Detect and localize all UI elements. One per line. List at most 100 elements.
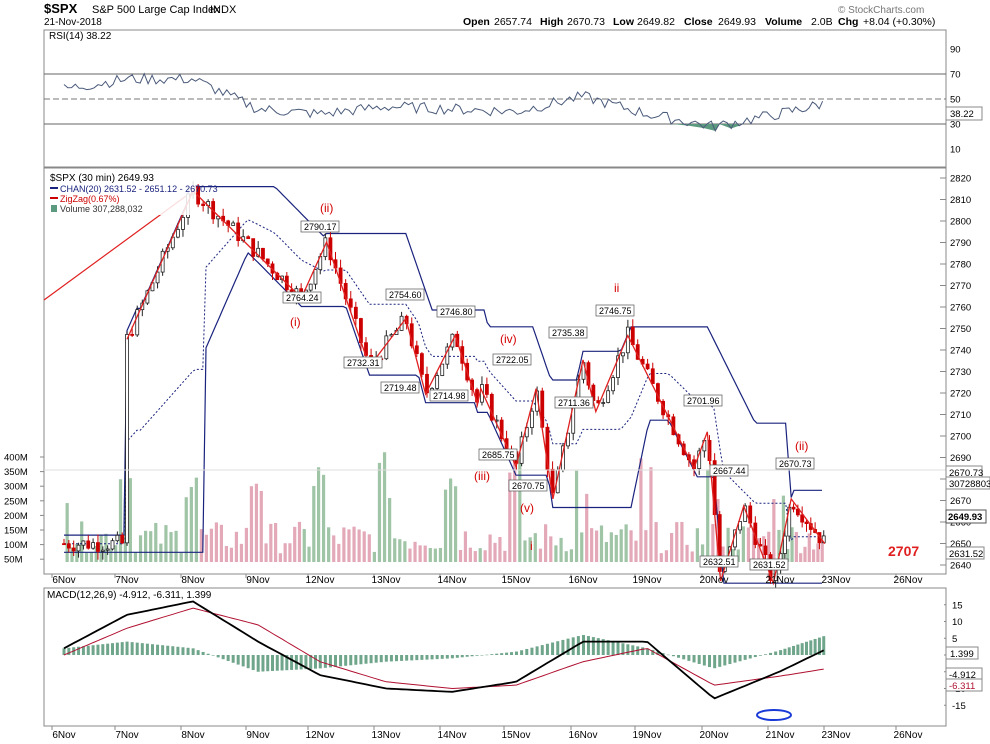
volume-bar (634, 540, 638, 562)
volume-bar (209, 528, 213, 562)
macd-hist-bar (354, 655, 358, 665)
volume-bar (337, 543, 341, 562)
price-bar-body (791, 506, 796, 510)
macd-hist-bar (379, 655, 383, 663)
volume-bar (164, 525, 168, 562)
volume-bar (278, 553, 282, 562)
volume-bar (453, 486, 458, 562)
macd-hist-bar (101, 644, 105, 655)
macd-hist-bar (266, 655, 270, 672)
price-bar-body (795, 508, 800, 516)
volume-bar (585, 493, 589, 562)
volume-bar (803, 546, 807, 562)
volume-bar (219, 524, 224, 562)
pivot-label: 2701.96 (687, 396, 720, 406)
pivot-label: 2732.31 (347, 358, 380, 368)
pivot-label: 2790.17 (304, 222, 337, 232)
volume-bar (75, 543, 79, 562)
close-label: Close (684, 16, 713, 28)
macd-hist-bar (475, 655, 479, 656)
pivot-label: 2685.75 (482, 450, 515, 460)
pivot-box (595, 304, 635, 317)
volume-bar (549, 536, 553, 562)
macd-hist-bar (430, 655, 434, 660)
macd-hist-bar (792, 645, 796, 655)
chg-label: Chg (838, 16, 858, 28)
brand: © StockCharts.com (838, 5, 924, 16)
price-bar-body (66, 543, 71, 549)
volume-bar (580, 532, 584, 562)
volume-bar (283, 543, 287, 562)
volume-bar (675, 522, 679, 562)
volume-bar (639, 458, 643, 562)
volume-bar (154, 523, 158, 562)
price-bar-body (783, 535, 787, 554)
price-bar-body (201, 203, 206, 207)
price-bar-body (611, 377, 615, 392)
macd-histogram (62, 635, 826, 672)
macd-hist-bar (774, 651, 778, 655)
price-bar-body (81, 540, 86, 546)
price-bar-body (348, 298, 353, 308)
pivot-box (548, 326, 588, 339)
date-tick-label: 12Nov (306, 575, 335, 586)
volume-bar (493, 542, 497, 562)
volume-bar (214, 522, 218, 562)
macd-hist-bar (495, 653, 499, 655)
volume-bar (229, 547, 234, 562)
price-tick-label: 2810 (950, 195, 971, 206)
date-tick-label: 16Nov (569, 575, 598, 586)
volume-bar (138, 535, 143, 562)
volume-bar (799, 553, 803, 562)
volume-bar (669, 532, 674, 562)
date-tick-label: 12Nov (306, 730, 335, 741)
volume-bar (428, 547, 432, 562)
volume-bar (254, 483, 259, 562)
macd-hist-bar (621, 643, 625, 655)
macd-hist-bar (796, 644, 800, 655)
volume-bar (398, 539, 402, 562)
pivot-label: 2746.80 (440, 307, 473, 317)
pivot-label: 2719.48 (384, 383, 417, 393)
rsi-oversold-fill (671, 124, 740, 131)
macd-hist-bar (804, 641, 808, 655)
macd-tick-label: 5 (952, 634, 957, 645)
macd-hist-bar (713, 655, 717, 669)
volume-bar (144, 530, 148, 562)
volume-bar (65, 503, 69, 562)
volume-tick-label: 400M (4, 453, 28, 464)
volume-bar (790, 527, 794, 562)
volume-bar (274, 522, 278, 562)
price-bar-body (353, 306, 358, 319)
rsi-line (63, 72, 824, 133)
price-bar-body (566, 432, 570, 447)
volume-legend: Volume 307,288,032 (60, 204, 143, 214)
macd-hist-bar (601, 639, 605, 655)
pivot-label: 2764.24 (286, 293, 319, 303)
volume-bar (794, 531, 798, 562)
date-tick-label: 7Nov (115, 575, 138, 586)
volume-bar (264, 543, 268, 562)
macd-hist-bar (470, 655, 474, 657)
date-tick-label: 13Nov (372, 730, 401, 741)
date-tick-label: 26Nov (894, 730, 923, 741)
volume-bar (377, 462, 382, 562)
price-bar-body (440, 363, 445, 376)
date-tick-label: 14Nov (438, 575, 467, 586)
macd-hist-bar (566, 638, 570, 655)
price-bar-body (76, 544, 81, 552)
volume-bar (781, 495, 786, 562)
volume-bar (816, 543, 820, 562)
macd-hist-bar (77, 646, 81, 655)
macd-hist-bar (485, 654, 489, 656)
wave-label: (i) (290, 315, 301, 329)
volume-bar (234, 531, 239, 562)
date-tick-label: 15Nov (502, 575, 531, 586)
volume-bar (244, 527, 249, 562)
macd-hist-bar (561, 639, 565, 655)
date-axis-top: 6Nov 7Nov 8Nov 9Nov 12Nov 13Nov 14Nov 15Nov 16No… (51, 574, 922, 586)
volume-bar (443, 489, 448, 562)
volume-bar (393, 538, 397, 562)
macd-hist-bar (415, 655, 419, 661)
